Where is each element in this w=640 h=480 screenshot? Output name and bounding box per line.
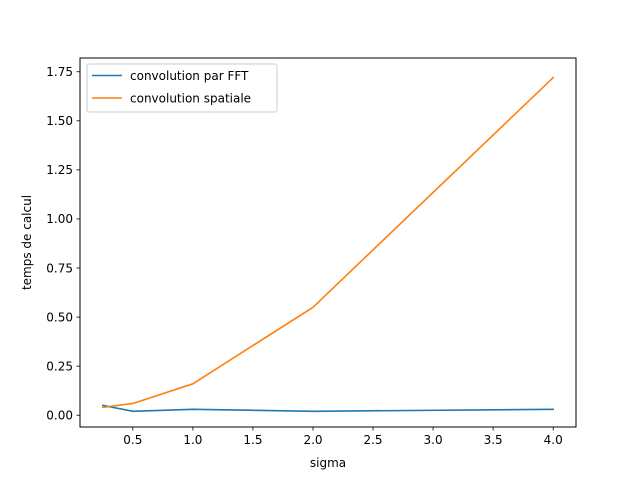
x-tick-label: 2.5 [363,433,382,447]
y-axis-ticks: 0.00 0.25 0.50 0.75 1.00 1.25 1.50 1.75 [46,65,80,423]
x-tick-label: 4.0 [544,433,563,447]
axes-frame [79,57,577,428]
x-tick-label: 1.0 [183,433,202,447]
legend: convolution par FFT convolution spatiale [86,63,278,113]
x-tick-label: 1.5 [243,433,262,447]
y-tick-label: 1.00 [46,212,73,226]
x-tick-label: 2.0 [303,433,322,447]
legend-label: convolution par FFT [130,69,249,83]
y-tick-label: 0.50 [46,310,73,324]
series-line [101,404,554,413]
legend-label: convolution spatiale [130,91,251,105]
x-tick-label: 0.5 [123,433,142,447]
y-tick-label: 0.75 [46,261,73,275]
x-tick-label: 3.0 [424,433,443,447]
x-axis-ticks: 0.5 1.0 1.5 2.0 2.5 3.0 3.5 4.0 [123,427,563,447]
y-tick-label: 1.75 [46,65,73,79]
y-tick-label: 1.50 [46,114,73,128]
series-line [101,76,555,409]
y-tick-label: 0.25 [46,359,73,373]
x-axis-label: sigma [310,456,346,470]
y-tick-label: 0.00 [46,409,73,423]
x-tick-label: 3.5 [484,433,503,447]
plot-lines [101,76,555,413]
y-tick-label: 1.25 [46,163,73,177]
y-axis-label: temps de calcul [20,195,34,290]
legend-box [86,63,278,113]
